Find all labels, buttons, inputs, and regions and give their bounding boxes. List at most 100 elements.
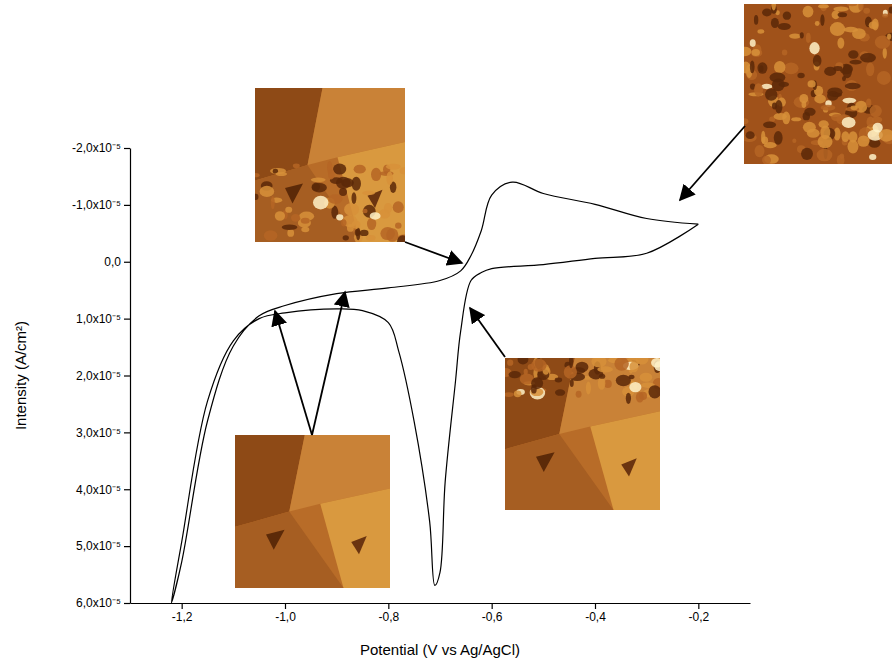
- afm-grain: [285, 207, 292, 213]
- afm-grain: [351, 177, 360, 191]
- afm-grain: [772, 79, 785, 92]
- afm-grain: [354, 165, 366, 174]
- afm-terrace: [351, 536, 367, 554]
- afm-grain: [629, 382, 641, 392]
- afm-grain: [333, 164, 346, 175]
- x-axis-title: Potential (V vs Ag/AgCl): [360, 641, 520, 658]
- y-tick-label: 6,0x10⁻⁵: [76, 596, 121, 610]
- y-tick: 5,0x10⁻⁵: [76, 539, 130, 553]
- afm-grain: [877, 71, 891, 85]
- y-tick: 4,0x10⁻⁵: [76, 483, 130, 497]
- afm-grain: [754, 83, 763, 96]
- afm-grain: [328, 169, 335, 179]
- afm-grain: [803, 122, 816, 133]
- afm-terrace: [536, 452, 555, 472]
- afm-grain: [287, 229, 294, 237]
- x-tick-label: -0,4: [585, 610, 606, 624]
- afm-grain: [312, 183, 320, 191]
- afm-grain: [809, 42, 819, 54]
- afm-grain: [858, 4, 863, 11]
- afm-grain: [386, 228, 398, 242]
- afm-grain: [783, 12, 791, 20]
- afm-grain: [271, 196, 275, 209]
- afm-grain: [362, 209, 367, 213]
- afm-grain: [276, 172, 288, 176]
- afm-grain: [752, 49, 760, 56]
- afm-grain: [857, 135, 869, 146]
- y-tick-mark: [124, 205, 130, 206]
- afm-grain: [820, 14, 824, 26]
- afm-grain: [774, 131, 783, 145]
- chart: -1,2-1,0-0,8-0,6-0,4-0,2-2,0x10⁻⁵-1,0x10…: [0, 0, 896, 671]
- afm-grain: [872, 18, 879, 30]
- afm-grain: [833, 93, 842, 97]
- afm-grain: [849, 131, 858, 143]
- afm-grain: [754, 145, 764, 157]
- afm-grain: [831, 114, 843, 121]
- afm-grain: [570, 379, 574, 387]
- arrow: [405, 242, 462, 263]
- afm-background: [235, 435, 390, 588]
- afm-grain: [344, 203, 359, 216]
- afm-grain: [841, 131, 849, 142]
- y-tick-mark: [124, 262, 130, 263]
- afm-grain: [509, 371, 521, 378]
- afm-grain: [883, 47, 887, 58]
- y-axis-line: [130, 149, 131, 604]
- x-axis: -1,2-1,0-0,8-0,6-0,4-0,2: [131, 603, 751, 624]
- afm-grain: [651, 358, 660, 368]
- afm-grain: [757, 62, 767, 74]
- afm-image: [255, 88, 405, 242]
- afm-grain: [328, 194, 342, 204]
- afm-grain: [744, 118, 748, 124]
- afm-grain: [866, 99, 871, 108]
- afm-grain: [882, 13, 888, 17]
- x-tick-label: -1,2: [172, 610, 193, 624]
- afm-grain: [514, 390, 522, 397]
- afm-terrace: [255, 88, 323, 180]
- x-tick-label: -0,2: [688, 610, 709, 624]
- afm-grain: [797, 73, 804, 78]
- y-tick-mark: [124, 319, 130, 320]
- y-tick-mark: [124, 148, 130, 149]
- x-tick-mark: [182, 603, 183, 609]
- afm-grain: [851, 105, 858, 110]
- afm-grain: [339, 188, 347, 196]
- x-tick: -0,4: [585, 603, 606, 624]
- afm-grain: [386, 172, 393, 185]
- afm-grain: [282, 224, 298, 230]
- afm-grain: [837, 154, 845, 164]
- afm-grain: [343, 235, 349, 240]
- afm-grain: [255, 173, 260, 177]
- afm-grain: [838, 12, 847, 17]
- afm-grain: [814, 94, 826, 103]
- afm-grain: [524, 369, 528, 375]
- afm-grain: [806, 33, 811, 43]
- afm-grain: [754, 15, 758, 25]
- afm-grain: [301, 218, 310, 224]
- afm-grain: [845, 83, 861, 90]
- afm-grain: [629, 361, 638, 372]
- afm-grain: [842, 98, 856, 104]
- afm-grain: [757, 29, 764, 33]
- afm-grain: [531, 385, 537, 394]
- afm-terrace: [621, 458, 637, 476]
- afm-grain: [744, 47, 751, 57]
- afm-grain: [336, 177, 351, 189]
- afm-grain: [598, 377, 606, 390]
- y-tick-mark: [124, 489, 130, 490]
- afm-grain: [750, 39, 756, 47]
- cv-curve: [171, 182, 698, 603]
- afm-grain: [576, 391, 582, 398]
- afm-grain: [778, 23, 791, 30]
- afm-grain: [395, 222, 401, 228]
- y-tick: 1,0x10⁻⁵: [76, 312, 130, 326]
- afm-grain: [293, 163, 300, 168]
- afm-grain: [887, 33, 891, 39]
- x-tick-mark: [698, 603, 699, 609]
- afm-grain: [813, 55, 822, 67]
- afm-grain: [255, 194, 258, 200]
- x-tick-mark: [388, 603, 389, 609]
- afm-grain: [775, 100, 782, 113]
- afm-grain: [298, 218, 311, 227]
